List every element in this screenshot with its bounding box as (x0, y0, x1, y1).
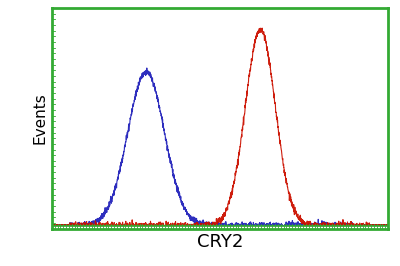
Y-axis label: Events: Events (33, 93, 48, 144)
X-axis label: CRY2: CRY2 (197, 233, 243, 251)
